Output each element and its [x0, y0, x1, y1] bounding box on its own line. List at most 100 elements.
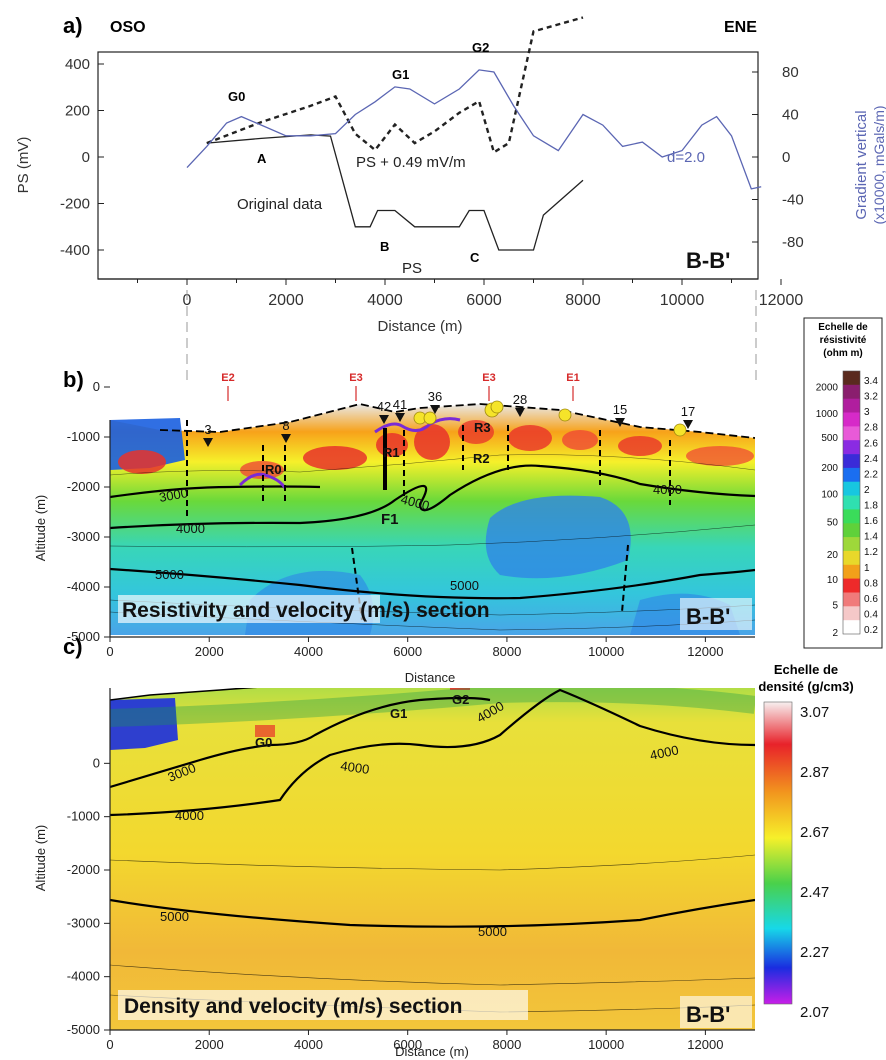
density-tick-label: 3.07: [800, 704, 829, 721]
oso-label: OSO: [110, 19, 146, 36]
resistivity-right-tick: 0.2: [864, 625, 878, 636]
well-label: 8: [282, 418, 289, 433]
series-line-2: [186, 69, 762, 190]
d-value-label: d=2.0: [667, 149, 705, 166]
contour-minor-1: [110, 524, 755, 548]
contour-3000: [110, 485, 321, 499]
panel-a-y-tick-label: 200: [65, 103, 90, 120]
panel-a-series: [186, 16, 762, 251]
panel-a-y-right-tick-label: 40: [782, 107, 799, 124]
g0-label: G0: [228, 89, 245, 104]
panel-c-letter: c): [63, 634, 83, 659]
panel-a-x-tick-label: 2000: [268, 292, 304, 309]
x-tick-label: 12000: [687, 644, 723, 659]
marker-2: [423, 411, 437, 425]
topography-line-c: [110, 688, 258, 701]
y-tick-label: -2000: [67, 479, 100, 494]
resistivity-swatch: [843, 537, 860, 552]
well-label: 28: [513, 392, 527, 407]
density-tick-label: 2.47: [800, 884, 829, 901]
panel-a: a) OSO ENE 0 2000 4000 6000 8000 10000 12000 4…: [15, 13, 886, 380]
resistivity-swatch: [843, 509, 860, 524]
panel-a-x-tick-label: 8000: [565, 292, 601, 309]
survey-line-r1: [374, 417, 461, 434]
well-triangle: [203, 438, 213, 447]
resistivity-right-tick: 2.8: [864, 423, 878, 434]
y-tick-label: -3000: [67, 529, 100, 544]
x-tick-label: 12000: [687, 1037, 723, 1052]
x-tick-label: 10000: [588, 644, 624, 659]
panel-b-x-ticks: 0 2000 4000 6000 8000 10000 12000: [106, 637, 723, 659]
density-colorbar-title-2: densité (g/cm3): [758, 679, 853, 694]
conductor-west: [118, 450, 166, 474]
density-high-g0: [255, 725, 275, 737]
panel-b-title-bg: [118, 595, 380, 623]
y-tick-label: -5000: [67, 1022, 100, 1037]
feature-label-r2: R2: [473, 451, 490, 466]
resistivity-left-tick: 2: [832, 628, 838, 639]
marker-6: [673, 423, 687, 437]
survey-line-r0: [238, 472, 287, 489]
resistivity-right-tick: 3.4: [864, 376, 878, 387]
y-tick-label: -2000: [67, 862, 100, 877]
panel-a-y-right-tick-label: 0: [782, 149, 790, 166]
well-label: 42: [377, 399, 391, 414]
resistivity-right-tick: 1.6: [864, 516, 878, 527]
panel-a-y-right-tick-label: 80: [782, 64, 799, 81]
resistivity-colorbar-title-2: résistivité: [820, 335, 867, 346]
well-triangle: [683, 420, 693, 429]
density-section: [110, 688, 755, 1030]
resistivity-swatch: [843, 523, 860, 538]
resistivity-right-tick: 1.4: [864, 532, 878, 543]
resistivity-right-tick: 2.2: [864, 469, 878, 480]
y-tick-label: -1000: [67, 809, 100, 824]
well-label: 41: [393, 397, 407, 412]
fault-line-9: [621, 544, 629, 613]
density-colorbar-ticks: 3.07 2.87 2.67 2.47 2.27 2.07: [800, 704, 829, 1021]
resistivity-swatch: [843, 495, 860, 510]
y-tick-label: 0: [93, 755, 100, 770]
electrode-label: E3: [349, 372, 362, 384]
well-label: 3: [204, 422, 211, 437]
feature-label-r3: R3: [474, 420, 491, 435]
x-tick-label: 4000: [294, 1037, 323, 1052]
density-colorbar: Echelle de densité (g/cm3) 3.07 2.87 2.67 2…: [758, 662, 853, 1021]
x-tick-label: 8000: [492, 644, 521, 659]
density-contour-label-4000-d: 4000: [649, 742, 680, 763]
y-tick-label: -5000: [67, 629, 100, 644]
resistivity-left-tick: 2000: [816, 383, 839, 394]
panel-c-title: Density and velocity (m/s) section: [124, 995, 462, 1018]
panel-a-y-tick-label: -400: [60, 242, 90, 259]
conductor-r0-east: [303, 446, 367, 470]
panel-a-y-right-tick-label: -40: [782, 192, 804, 209]
panel-b-y-label: Altitude (m): [33, 495, 48, 561]
resistivity-colorbar-title-3: (ohm m): [823, 348, 862, 359]
panel-b-x-label: Distance: [405, 670, 456, 685]
panel-b-y-ticks: 0 -1000 -2000 -3000 -4000 -5000: [67, 379, 110, 644]
well-label: 15: [613, 402, 627, 417]
panel-c-x-ticks: 0 2000 4000 6000 8000 10000 12000: [106, 1030, 723, 1052]
panel-a-y-ticks-right: 80 40 0 -40 -80: [752, 64, 804, 251]
density-high-g2: [450, 688, 470, 690]
x-tick-label: 6000: [393, 644, 422, 659]
conductor-east-1: [562, 430, 598, 450]
density-colorbar-title-1: Echelle de: [774, 662, 838, 677]
panel-a-y-label-right-1: Gradient vertical: [853, 110, 870, 219]
density-low-west: [110, 698, 178, 750]
density-contour-minor-1: [110, 964, 755, 986]
panel-a-x-tick-label: 0: [183, 292, 192, 309]
conductor-east-2: [618, 436, 662, 456]
resistivity-colorbar: Echelle de résistivité (ohm m) 2000 1000 5…: [803, 317, 883, 649]
x-tick-label: 8000: [492, 1037, 521, 1052]
panel-a-y-label-right-2: (x10000, mGals/m): [871, 105, 886, 224]
resistivity-right-tick: 3.2: [864, 392, 878, 403]
resistivity-colorbar-left-ticks: 2000 1000 500 200 100 50 20 10 5 2: [816, 383, 839, 639]
resistivity-swatch: [843, 481, 860, 496]
conductor-r2: [508, 425, 552, 451]
feature-label-f1: F1: [381, 511, 399, 528]
resistivity-left-tick: 5: [832, 600, 838, 611]
feature-label-g1: G1: [390, 706, 407, 721]
y-tick-label: -3000: [67, 915, 100, 930]
electrode-label: E1: [566, 372, 579, 384]
